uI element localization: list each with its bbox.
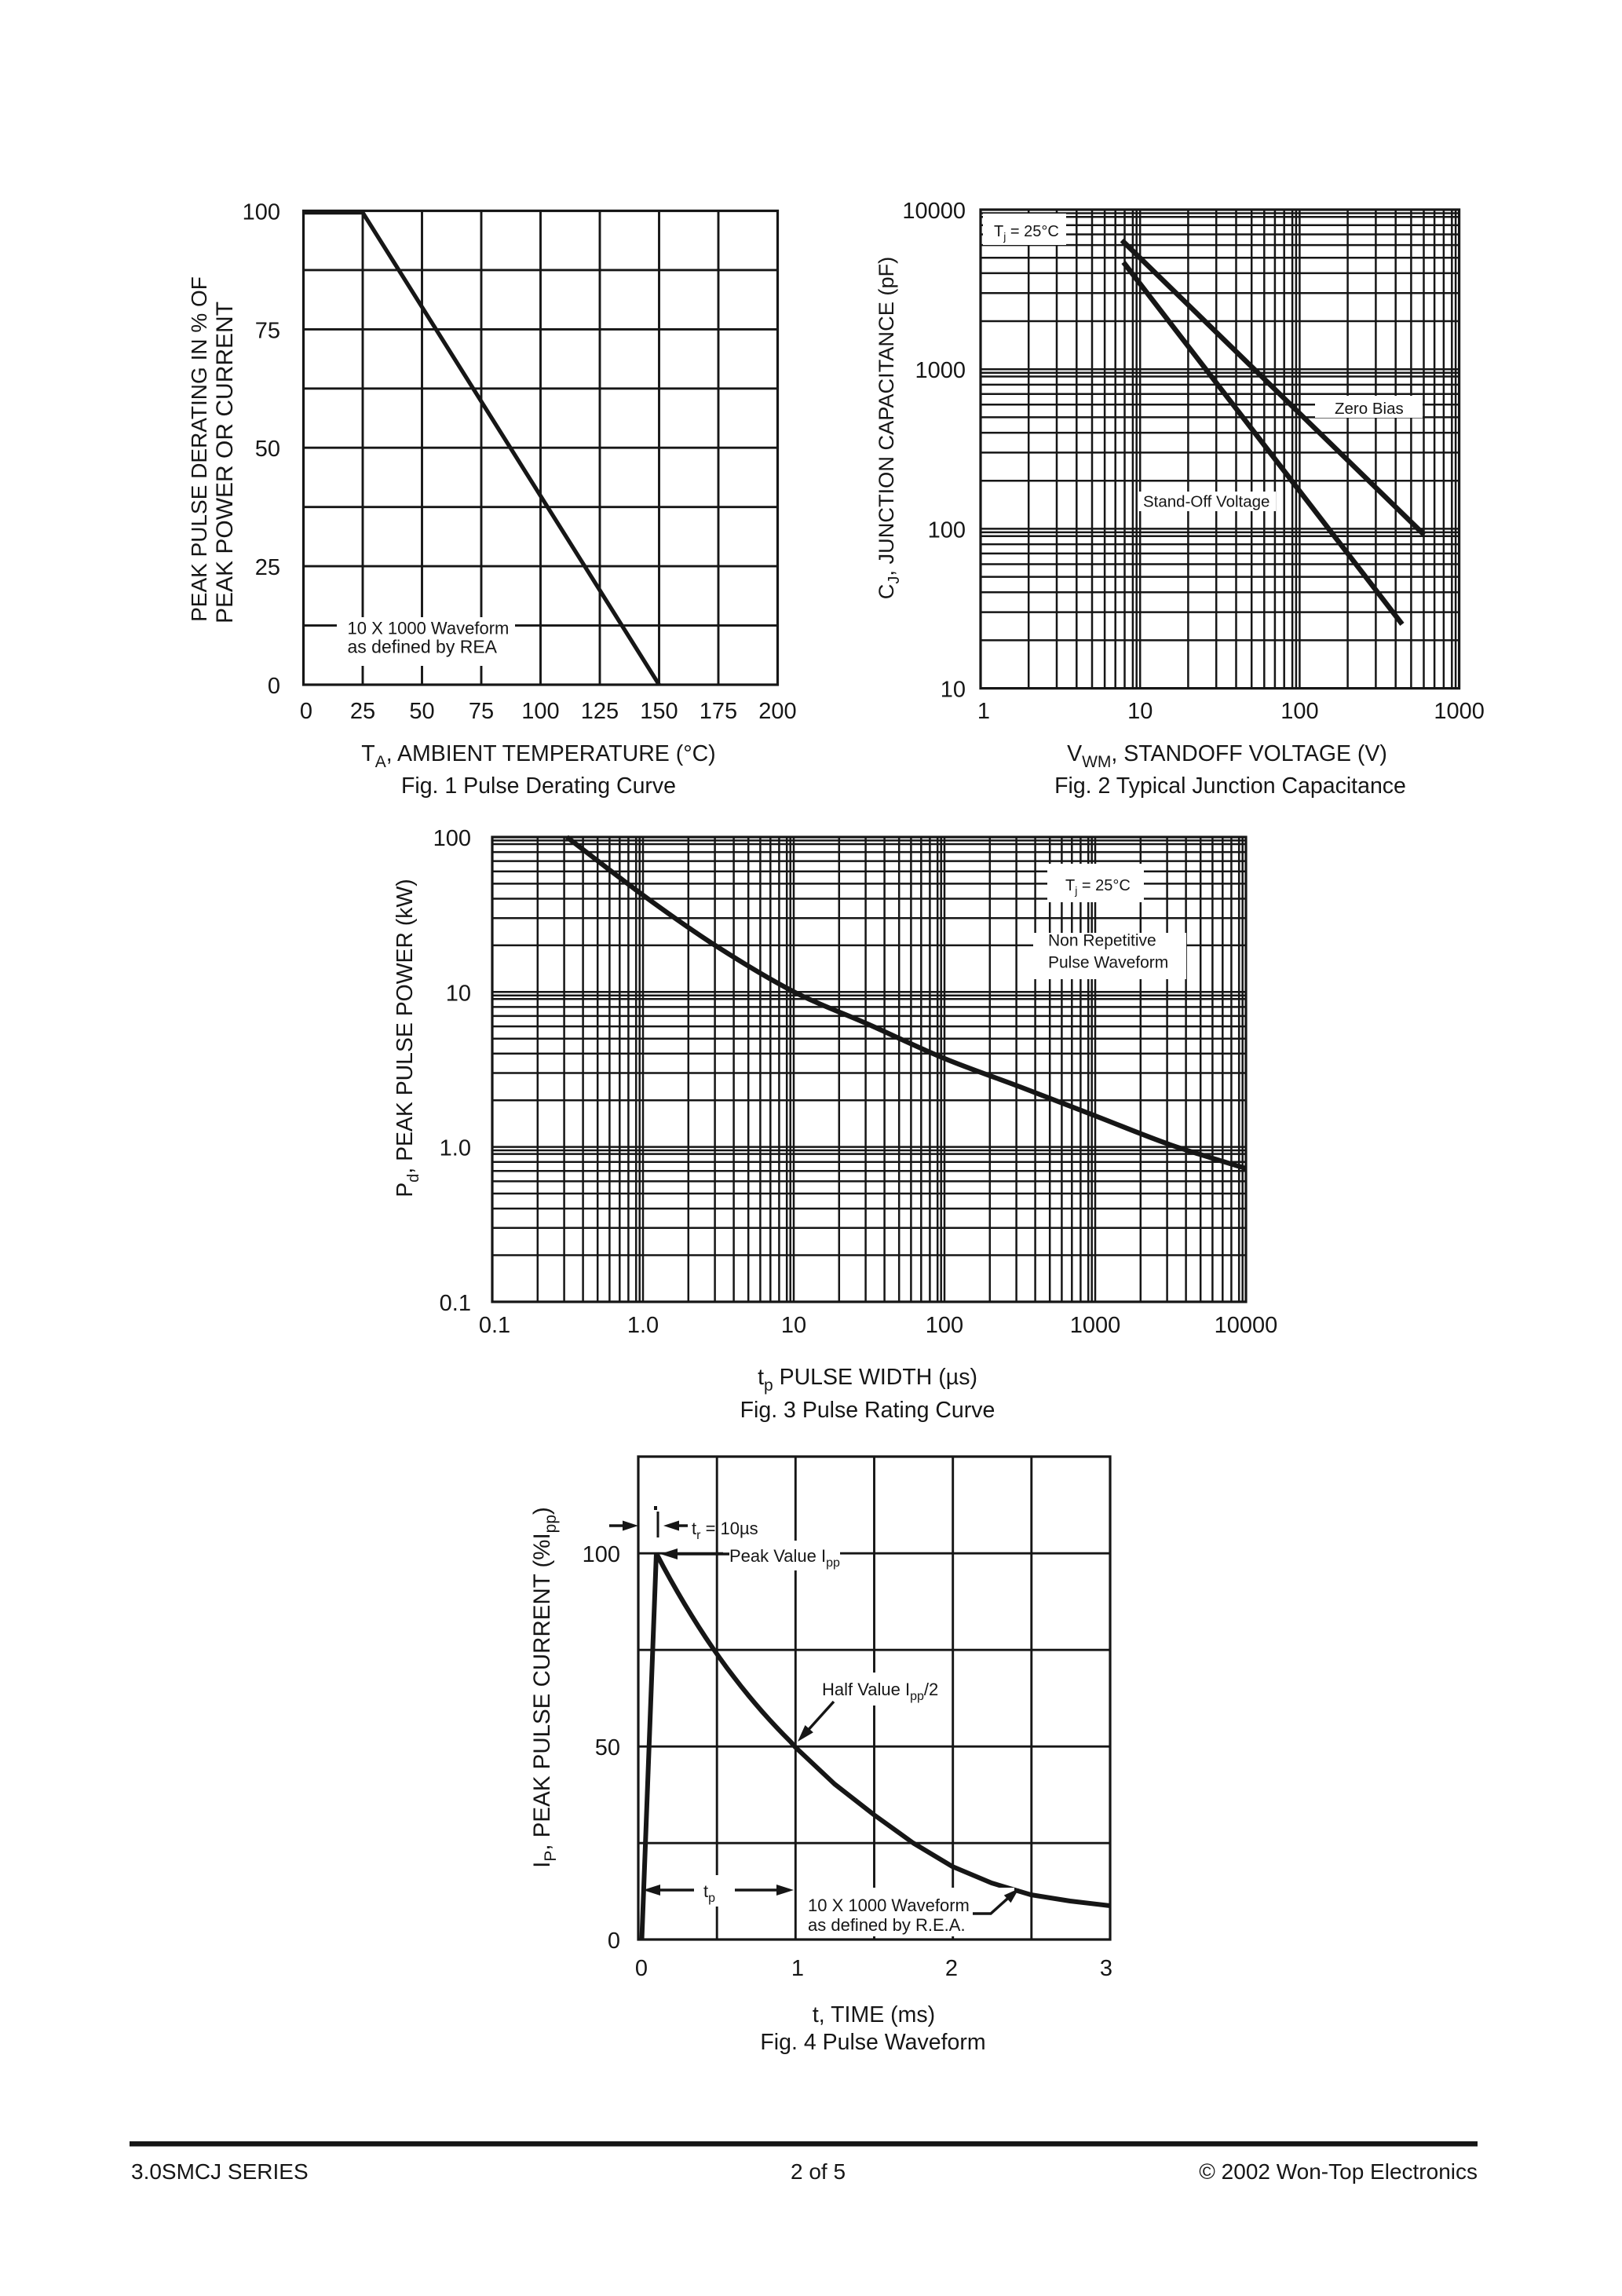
svg-text:3: 3 bbox=[1100, 1956, 1112, 1981]
svg-text:0.1: 0.1 bbox=[479, 1313, 510, 1338]
svg-text:2 of 5: 2 of 5 bbox=[791, 2159, 846, 2184]
svg-text:Fig. 2 Typical Junction Capac: Fig. 2 Typical Junction Capacitance bbox=[1054, 773, 1406, 799]
svg-text:25: 25 bbox=[255, 555, 280, 580]
svg-text:10: 10 bbox=[1127, 699, 1153, 724]
svg-text:Stand-Off Voltage: Stand-Off Voltage bbox=[1143, 493, 1269, 511]
svg-text:100: 100 bbox=[243, 200, 280, 225]
svg-text:Pd, PEAK PULSE POWER (kW): Pd, PEAK PULSE POWER (kW) bbox=[393, 879, 422, 1197]
svg-text:125: 125 bbox=[581, 699, 619, 724]
svg-text:0: 0 bbox=[268, 674, 280, 699]
svg-text:VWM, STANDOFF VOLTAGE (V): VWM, STANDOFF VOLTAGE (V) bbox=[1067, 741, 1387, 771]
svg-text:10: 10 bbox=[446, 981, 471, 1006]
svg-text:10 X 1000 Waveform: 10 X 1000 Waveform bbox=[348, 619, 510, 638]
svg-text:PEAK PULSE DERATING IN % OF: PEAK PULSE DERATING IN % OF bbox=[187, 276, 211, 622]
svg-text:200: 200 bbox=[758, 699, 796, 724]
svg-text:Pulse Waveform: Pulse Waveform bbox=[1048, 954, 1168, 972]
svg-text:Half Value Ipp/2: Half Value Ipp/2 bbox=[822, 1680, 938, 1703]
svg-text:tr = 10µs: tr = 10µs bbox=[692, 1519, 758, 1542]
svg-text:10000: 10000 bbox=[1215, 1313, 1278, 1338]
svg-text:Zero Bias: Zero Bias bbox=[1335, 400, 1404, 418]
svg-text:0: 0 bbox=[300, 699, 312, 724]
svg-text:Fig. 4 Pulse Waveform: Fig. 4 Pulse Waveform bbox=[760, 2030, 985, 2055]
svg-text:PEAK POWER OR CURRENT: PEAK POWER OR CURRENT bbox=[212, 302, 238, 623]
svg-text:0: 0 bbox=[608, 1929, 620, 1954]
svg-text:Peak Value Ipp: Peak Value Ipp bbox=[729, 1546, 840, 1570]
svg-text:as defined by R.E.A.: as defined by R.E.A. bbox=[808, 1915, 966, 1935]
svg-text:100: 100 bbox=[1280, 699, 1318, 724]
svg-text:1.0: 1.0 bbox=[440, 1136, 471, 1161]
svg-text:50: 50 bbox=[409, 699, 434, 724]
svg-text:t, TIME (ms): t, TIME (ms) bbox=[813, 2002, 935, 2027]
svg-text:TA, AMBIENT TEMPERATURE (°C): TA, AMBIENT TEMPERATURE (°C) bbox=[361, 741, 715, 771]
svg-text:Tj = 25°C: Tj = 25°C bbox=[994, 223, 1059, 243]
svg-text:75: 75 bbox=[469, 699, 494, 724]
svg-text:100: 100 bbox=[926, 1313, 963, 1338]
svg-text:3.0SMCJ SERIES: 3.0SMCJ SERIES bbox=[131, 2159, 309, 2184]
svg-text:100: 100 bbox=[433, 826, 471, 851]
svg-text:2: 2 bbox=[945, 1956, 958, 1981]
svg-text:1: 1 bbox=[791, 1956, 804, 1981]
svg-text:Tj = 25°C: Tj = 25°C bbox=[1065, 877, 1131, 897]
svg-text:as defined by REA: as defined by REA bbox=[348, 637, 498, 657]
svg-text:IP, PEAK PULSE CURRENT (%Ipp): IP, PEAK PULSE CURRENT (%Ipp) bbox=[529, 1507, 560, 1868]
svg-text:50: 50 bbox=[255, 437, 280, 462]
svg-text:175: 175 bbox=[700, 699, 737, 724]
svg-text:100: 100 bbox=[928, 517, 966, 543]
svg-text:tp PULSE WIDTH (µs): tp PULSE WIDTH (µs) bbox=[758, 1365, 977, 1395]
svg-text:0: 0 bbox=[635, 1956, 648, 1981]
svg-text:Fig. 1 Pulse Derating Curve: Fig. 1 Pulse Derating Curve bbox=[401, 773, 676, 799]
svg-text:CJ, JUNCTION CAPACITANCE (pF): CJ, JUNCTION CAPACITANCE (pF) bbox=[874, 257, 903, 599]
svg-text:50: 50 bbox=[595, 1735, 620, 1760]
svg-text:1000: 1000 bbox=[1070, 1313, 1121, 1338]
svg-text:1000: 1000 bbox=[1434, 699, 1485, 724]
svg-text:1000: 1000 bbox=[915, 358, 966, 383]
svg-text:10: 10 bbox=[781, 1313, 806, 1338]
svg-text:tp: tp bbox=[703, 1881, 715, 1905]
svg-text:75: 75 bbox=[255, 318, 280, 343]
svg-text:Fig. 3 Pulse Rating Curve: Fig. 3 Pulse Rating Curve bbox=[740, 1398, 995, 1423]
svg-text:10: 10 bbox=[941, 678, 966, 703]
svg-text:100: 100 bbox=[583, 1542, 620, 1567]
svg-text:© 2002 Won-Top Electronics: © 2002 Won-Top Electronics bbox=[1199, 2159, 1478, 2184]
svg-text:0.1: 0.1 bbox=[440, 1291, 471, 1316]
svg-text:Non Repetitive: Non Repetitive bbox=[1048, 932, 1156, 950]
svg-text:10000: 10000 bbox=[902, 199, 966, 224]
svg-text:150: 150 bbox=[640, 699, 678, 724]
svg-text:1.0: 1.0 bbox=[627, 1313, 659, 1338]
svg-text:10 X 1000 Waveform: 10 X 1000 Waveform bbox=[808, 1896, 970, 1915]
svg-text:100: 100 bbox=[521, 699, 559, 724]
svg-text:1: 1 bbox=[977, 699, 990, 724]
svg-text:25: 25 bbox=[350, 699, 375, 724]
